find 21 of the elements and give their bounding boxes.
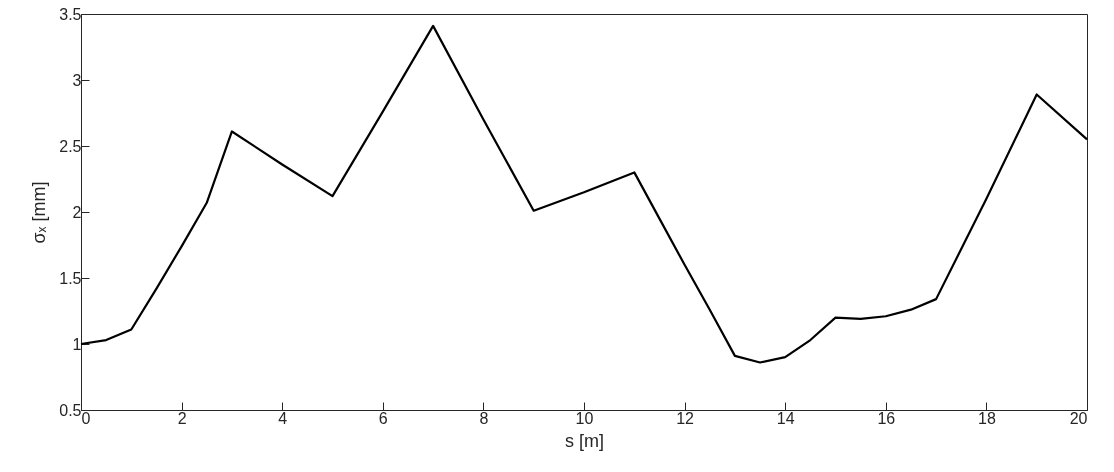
x-axis-title: s [m] bbox=[565, 430, 604, 451]
y-tick-label: 1 bbox=[72, 335, 82, 353]
x-tick-label: 8 bbox=[479, 409, 489, 427]
y-tick-label: 2 bbox=[72, 203, 82, 221]
x-tick-label: 0 bbox=[81, 409, 91, 427]
y-tick-label: 1.5 bbox=[59, 269, 82, 287]
y-tick-label: 3 bbox=[72, 71, 82, 89]
x-tick-label: 4 bbox=[278, 409, 288, 427]
x-tick-label: 6 bbox=[378, 409, 388, 427]
y-axis-title: σₓ [mm] bbox=[29, 181, 50, 244]
y-tick-label: 2.5 bbox=[59, 137, 82, 155]
y-tick-label: 3.5 bbox=[59, 5, 82, 23]
y-tick-label: 0.5 bbox=[59, 401, 82, 419]
x-tick-label: 2 bbox=[177, 409, 187, 427]
x-tick-label: 12 bbox=[676, 409, 695, 427]
x-tick-label: 18 bbox=[978, 409, 996, 427]
x-tick-label: 16 bbox=[877, 409, 896, 427]
x-tick-label: 10 bbox=[575, 409, 594, 427]
line-series bbox=[79, 24, 1089, 364]
x-tick-label: 20 bbox=[1069, 409, 1088, 427]
x-tick-label: 14 bbox=[776, 409, 795, 427]
